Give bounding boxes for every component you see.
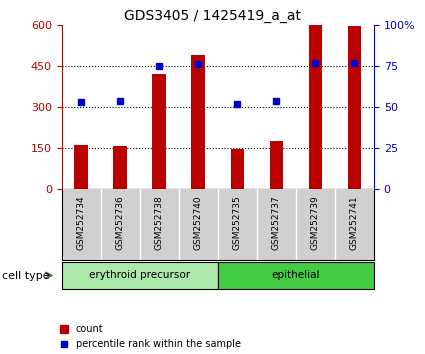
Bar [230,149,244,189]
Bar [218,262,374,289]
Text: erythroid precursor: erythroid precursor [89,270,190,280]
Text: GSM252735: GSM252735 [233,195,242,250]
Bar [74,145,88,189]
Legend: count, percentile rank within the sample: count, percentile rank within the sample [60,324,241,349]
Text: GSM252734: GSM252734 [76,195,86,250]
Bar [153,74,166,189]
Text: GSM252737: GSM252737 [272,195,281,250]
Bar [62,262,218,289]
Bar [309,25,322,189]
Text: GSM252740: GSM252740 [194,195,203,250]
Text: cell type: cell type [2,271,50,281]
Text: GSM252741: GSM252741 [350,195,359,250]
Text: GSM252736: GSM252736 [116,195,125,250]
Text: GSM252738: GSM252738 [155,195,164,250]
Bar [348,26,361,189]
Bar [113,146,127,189]
Bar [191,55,205,189]
Bar [269,141,283,189]
Text: epithelial: epithelial [272,270,320,280]
Text: GDS3405 / 1425419_a_at: GDS3405 / 1425419_a_at [124,9,301,23]
Text: GSM252739: GSM252739 [311,195,320,250]
